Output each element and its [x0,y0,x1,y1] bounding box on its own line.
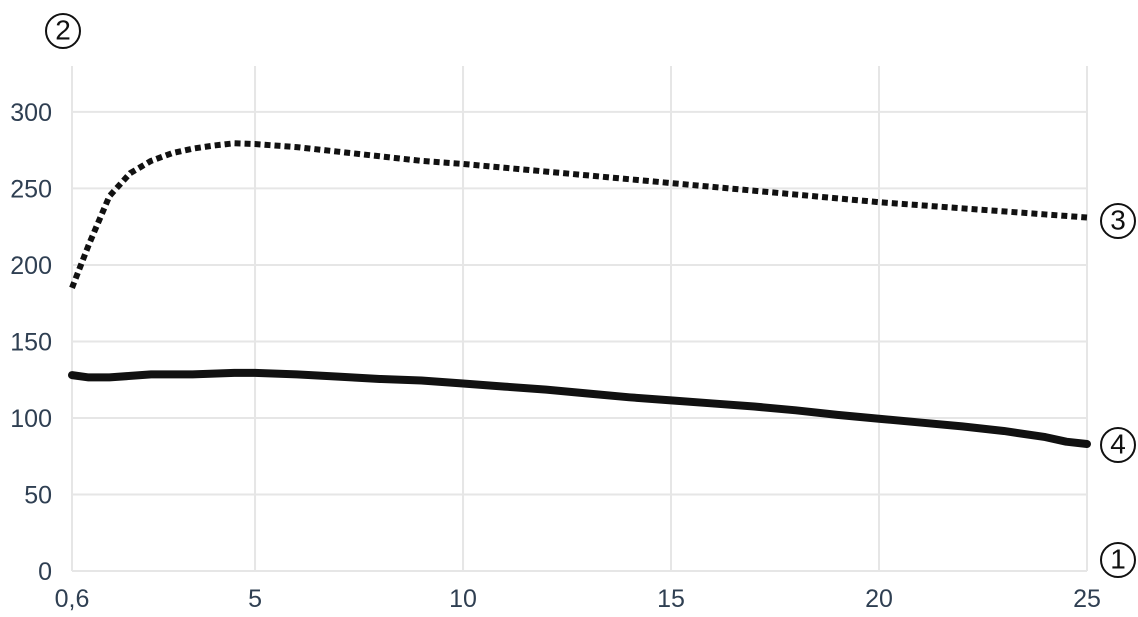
y-tick-label: 150 [10,328,52,356]
x-axis-marker-circle [1100,542,1136,578]
x-tick-labels: 0,6 5 10 15 20 25 [55,585,1101,613]
x-axis-marker: 1 [1100,542,1136,578]
series-layer [68,140,1091,448]
solid-series-marker-circle [1100,427,1136,463]
x-tick-label: 10 [449,585,477,613]
y-tick-label: 100 [10,405,52,433]
x-tick-label: 25 [1073,585,1101,613]
y-tick-labels: 0 50 100 150 200 250 300 [10,99,52,586]
x-tick-label: 5 [248,585,262,613]
x-axis-marker-label: 1 [1110,543,1126,574]
y-tick-label: 50 [24,481,52,509]
dotted-series-line [69,140,1088,289]
x-tick-label: 15 [657,585,685,613]
y-axis-marker-circle [45,13,81,49]
y-tick-label: 200 [10,252,52,280]
y-axis-marker: 2 [45,13,81,49]
dotted-series-marker-circle [1100,203,1136,239]
y-tick-label: 300 [10,99,52,127]
solid-series-marker-label: 4 [1110,428,1126,459]
x-gridlines [71,66,1088,571]
y-gridlines [72,110,1087,572]
y-tick-label: 250 [10,175,52,203]
y-axis-marker-label: 2 [55,14,71,45]
dotted-series-marker-label: 3 [1110,204,1126,235]
dotted-series-marker: 3 [1100,203,1136,239]
solid-series-marker: 4 [1100,427,1136,463]
x-tick-label: 0,6 [55,585,90,613]
x-tick-label: 20 [865,585,893,613]
y-tick-label: 0 [38,558,52,586]
solid-series-line [68,368,1091,448]
